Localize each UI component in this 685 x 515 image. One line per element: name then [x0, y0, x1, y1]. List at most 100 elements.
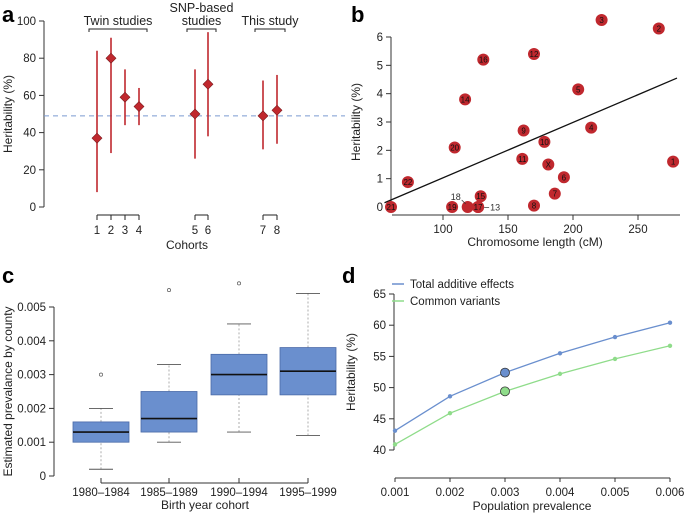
point-label: 11 — [518, 155, 527, 164]
point-label: 5 — [576, 85, 581, 94]
estimate-marker — [105, 52, 117, 64]
y-tick-label: 0.004 — [17, 336, 46, 348]
box — [140, 391, 198, 433]
chromosome-point — [517, 124, 530, 137]
chromosome-point — [542, 158, 555, 171]
point-label: 12 — [530, 50, 539, 59]
x-tick-label: 0.006 — [656, 487, 685, 499]
x-tick-label: 1995–1999 — [279, 487, 337, 499]
point-label: 9 — [521, 127, 526, 136]
chromosome-point — [472, 201, 485, 213]
data-point — [557, 371, 563, 377]
point-label: 7 — [553, 190, 558, 199]
chromosome-point — [585, 121, 598, 134]
y-tick-label: 40 — [23, 128, 36, 140]
x-tick-label: 0.003 — [491, 487, 520, 499]
x-tick-label: 100 — [433, 224, 452, 236]
chromosome-point — [446, 201, 459, 213]
chromosome-point — [401, 176, 414, 189]
chromosome-point — [667, 155, 680, 168]
x-tick-label: 0.004 — [546, 487, 575, 499]
cohort-tick-label: 8 — [274, 225, 280, 237]
chromosome-point — [652, 22, 665, 35]
y-tick-label: 40 — [373, 445, 386, 457]
panel-letter-a: a — [2, 2, 15, 27]
y-tick-label: 6 — [377, 32, 383, 44]
series-line — [394, 322, 671, 432]
x-axis-label: Chromosome length (cM) — [467, 235, 602, 249]
point-label: 18 — [451, 192, 461, 202]
group-label-line1: SNP-based — [170, 1, 234, 15]
x-tick-label: 1985–1989 — [140, 487, 198, 499]
cohort-tick-label: 3 — [122, 225, 128, 237]
point-label: 19 — [448, 203, 457, 212]
point-label: 14 — [461, 95, 470, 104]
y-tick-label: 60 — [373, 320, 386, 332]
data-point — [612, 334, 618, 340]
legend-label: Total additive effects — [410, 279, 514, 291]
group-label: This study — [242, 14, 300, 28]
chromosome-point — [528, 199, 540, 212]
data-point — [612, 356, 618, 362]
x-tick-label: 250 — [628, 224, 647, 236]
y-tick-label: 20 — [23, 165, 36, 177]
chromosome-point — [448, 141, 461, 154]
chromosome-point — [461, 201, 474, 213]
estimate-marker — [119, 91, 131, 103]
panel-a-chart: 0 20 40 60 80 100 Heritability (%) Twin studies… — [1, 1, 345, 252]
chromosome-point — [459, 93, 472, 106]
point-label: 20 — [450, 144, 459, 153]
estimate-marker — [189, 108, 201, 120]
y-tick-label: 50 — [373, 383, 386, 395]
group-label: Twin studies — [84, 14, 153, 28]
chromosome-point — [548, 187, 561, 200]
y-axis-label: Heritability (%) — [349, 83, 363, 161]
group-bracket-top — [88, 28, 148, 32]
point-label: 1 — [671, 158, 676, 167]
group-label-line2: studies — [182, 14, 222, 28]
highlight-point — [500, 386, 510, 397]
label-leader-line — [461, 199, 466, 205]
y-tick-label: 45 — [373, 414, 386, 426]
y-tick-label: 55 — [373, 351, 386, 363]
regression-line — [384, 77, 678, 204]
data-point — [447, 394, 453, 399]
outlier-point — [167, 288, 171, 293]
x-tick-label: 0.005 — [601, 487, 630, 499]
point-label: 15 — [476, 192, 485, 201]
panel-d-chart: 40 45 50 55 60 65 0.001 0.002 0.003 0.004 0.005 0.0… — [344, 279, 684, 513]
x-axis-label: Birth year cohort — [161, 498, 250, 512]
outlier-point — [99, 372, 103, 377]
point-label: 8 — [532, 202, 537, 211]
point-label: 21 — [387, 203, 396, 212]
chromosome-point — [557, 171, 570, 184]
y-tick-label: 0.005 — [17, 302, 46, 314]
series-line — [394, 345, 671, 445]
highlight-point — [500, 367, 510, 378]
y-tick-label: 2 — [377, 145, 383, 157]
estimate-marker — [257, 110, 269, 122]
chromosome-point — [474, 190, 487, 203]
chromosome-point — [477, 53, 490, 66]
point-label: 6 — [562, 173, 567, 182]
x-axis-label: Population prevalence — [473, 499, 592, 513]
chromosome-point — [385, 201, 397, 213]
x-tick-label: 200 — [563, 224, 582, 236]
data-point — [392, 442, 398, 447]
y-tick-label: 0.002 — [17, 403, 46, 415]
outlier-point — [237, 281, 241, 286]
x-tick-label: 0.002 — [436, 487, 465, 499]
point-label: 22 — [403, 178, 412, 187]
panel-letter-c: c — [2, 263, 14, 288]
y-tick-label: 80 — [23, 53, 36, 65]
y-tick-label: 100 — [17, 16, 36, 28]
y-tick-label: 65 — [373, 289, 386, 301]
group-bracket-top — [254, 28, 286, 32]
y-tick-label: 4 — [377, 89, 384, 101]
point-label: 3 — [599, 16, 604, 25]
data-point — [667, 343, 673, 348]
cohort-tick-label: 2 — [108, 225, 114, 237]
estimate-marker — [91, 132, 103, 144]
